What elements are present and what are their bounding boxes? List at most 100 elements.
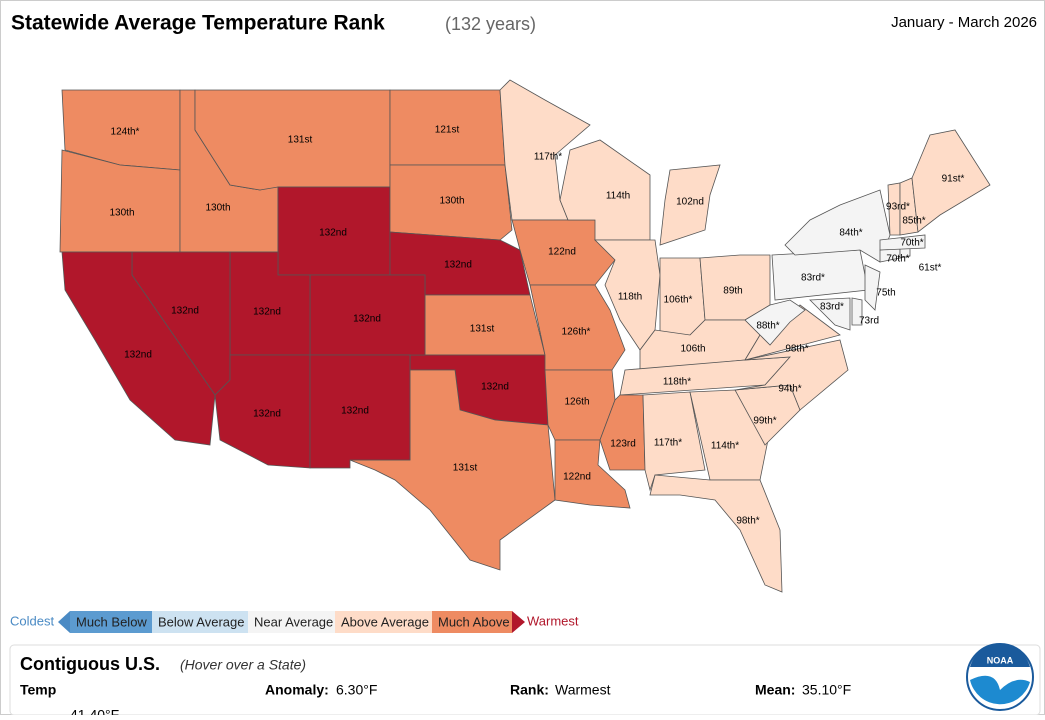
state (499, 79, 591, 221)
state (809, 297, 851, 331)
legend: Coldest Much Below Below Average Near Avera… (10, 611, 579, 633)
state (389, 164, 513, 241)
state-rank: 132nd (319, 228, 347, 239)
legend-swatch (152, 611, 248, 633)
state-rank: 117th* (534, 152, 562, 163)
rank-value: Warmest (555, 682, 611, 698)
legend-label: Much Below (76, 614, 147, 629)
state-rank: 102nd (676, 197, 704, 208)
state (911, 129, 991, 233)
info-panel (9, 644, 1041, 716)
state-rank: 114th (606, 191, 630, 202)
legend-label: Much Above (438, 614, 510, 629)
state-rank: 121st (435, 125, 460, 136)
state-rank: 118th (618, 292, 642, 303)
state-rank: 124th* (111, 127, 140, 138)
subtitle-text: (132 years) (445, 14, 536, 34)
logo-text: NOAA (987, 655, 1014, 665)
legend-swatch (70, 611, 152, 633)
state-rank: 84th* (839, 228, 862, 239)
state (851, 297, 863, 326)
state-rank: 70th* (886, 254, 909, 265)
state-rank: 130th (109, 208, 134, 219)
state-rank: 126th (564, 397, 589, 408)
state-rank: 117th* (654, 438, 682, 449)
state-rank: 106th* (664, 295, 693, 306)
state-rank: 83rd* (820, 302, 844, 313)
legend-arrow-cold (58, 611, 70, 633)
state-rank: 89th (723, 286, 742, 297)
state-rank: 132nd (353, 314, 381, 325)
state-rank: 132nd (481, 382, 509, 393)
legend-label: Below Average (158, 614, 245, 629)
anomaly-label: Anomaly: (265, 682, 329, 698)
anomaly-value: 6.30°F (336, 682, 377, 698)
panel-hint: (Hover over a State) (180, 657, 306, 673)
mean-label: Mean: (755, 682, 795, 698)
noaa-logo: NOAA (966, 643, 1034, 711)
state (309, 354, 411, 469)
state (659, 164, 721, 246)
state-rank: 132nd (444, 260, 472, 271)
state-rank: 132nd (124, 350, 152, 361)
state-rank: 99th* (753, 416, 776, 427)
state (734, 339, 849, 411)
state-rank: 114th* (711, 441, 739, 452)
rank-label: Rank: (510, 682, 549, 698)
state-rank: 122nd (563, 472, 591, 483)
period: January - March 2026 (891, 14, 1037, 31)
subtitle: (132 years) (445, 14, 536, 34)
state (61, 251, 216, 446)
legend-warmest: Warmest (527, 613, 579, 628)
state-rank: 130th (205, 203, 230, 214)
state (529, 284, 626, 371)
title: Statewide Average Temperature Rank (11, 12, 385, 35)
state-rank: 118th* (663, 377, 691, 388)
state-rank: 75th (876, 288, 895, 299)
next-value: 41.40°F (70, 707, 119, 715)
state-rank: 132nd (341, 406, 369, 417)
state-rank: 126th* (562, 327, 591, 338)
state-rank: 61st* (919, 263, 942, 274)
state-rank: 98th* (736, 516, 759, 527)
state-rank: 122nd (548, 247, 576, 258)
state-rank: 98th* (785, 344, 808, 355)
states: 124th* 130th 130th 131st 132nd 121st 130th 132n… (59, 79, 991, 593)
state-rank: 85th* (902, 216, 925, 227)
legend-label: Above Average (341, 614, 429, 629)
state-rank: 123rd (610, 439, 636, 450)
legend-swatch (432, 611, 512, 633)
state-rank: 83rd* (801, 273, 825, 284)
state (649, 474, 783, 593)
state-rank: 94th* (778, 384, 801, 395)
state-rank: 70th* (900, 238, 923, 249)
mean-value: 35.10°F (802, 682, 851, 698)
legend-coldest: Coldest (10, 613, 54, 628)
state-rank: 131st (470, 324, 495, 335)
state-rank: 106th (680, 344, 705, 355)
logo-top (970, 643, 1030, 667)
state-rank: 130th (439, 196, 464, 207)
panel-title: Contiguous U.S. (20, 654, 160, 674)
state (349, 369, 556, 571)
logo-bottom (970, 675, 1030, 705)
temp-label: Temp (20, 682, 56, 698)
state (744, 299, 806, 346)
state-rank: 132nd (253, 409, 281, 420)
state-rank: 91st* (942, 174, 965, 185)
state (879, 234, 926, 251)
state-rank: 88th* (756, 321, 779, 332)
state-rank: 132nd (253, 307, 281, 318)
state-rank: 73rd (859, 316, 879, 327)
state-rank: 131st (453, 463, 478, 474)
state (864, 264, 881, 311)
legend-label: Near Average (254, 614, 333, 629)
state-rank: 93rd* (886, 202, 910, 213)
legend-swatch (335, 611, 432, 633)
state (554, 439, 631, 509)
legend-swatch (248, 611, 335, 633)
state-rank: 132nd (171, 306, 199, 317)
legend-arrow-warm (512, 611, 525, 633)
